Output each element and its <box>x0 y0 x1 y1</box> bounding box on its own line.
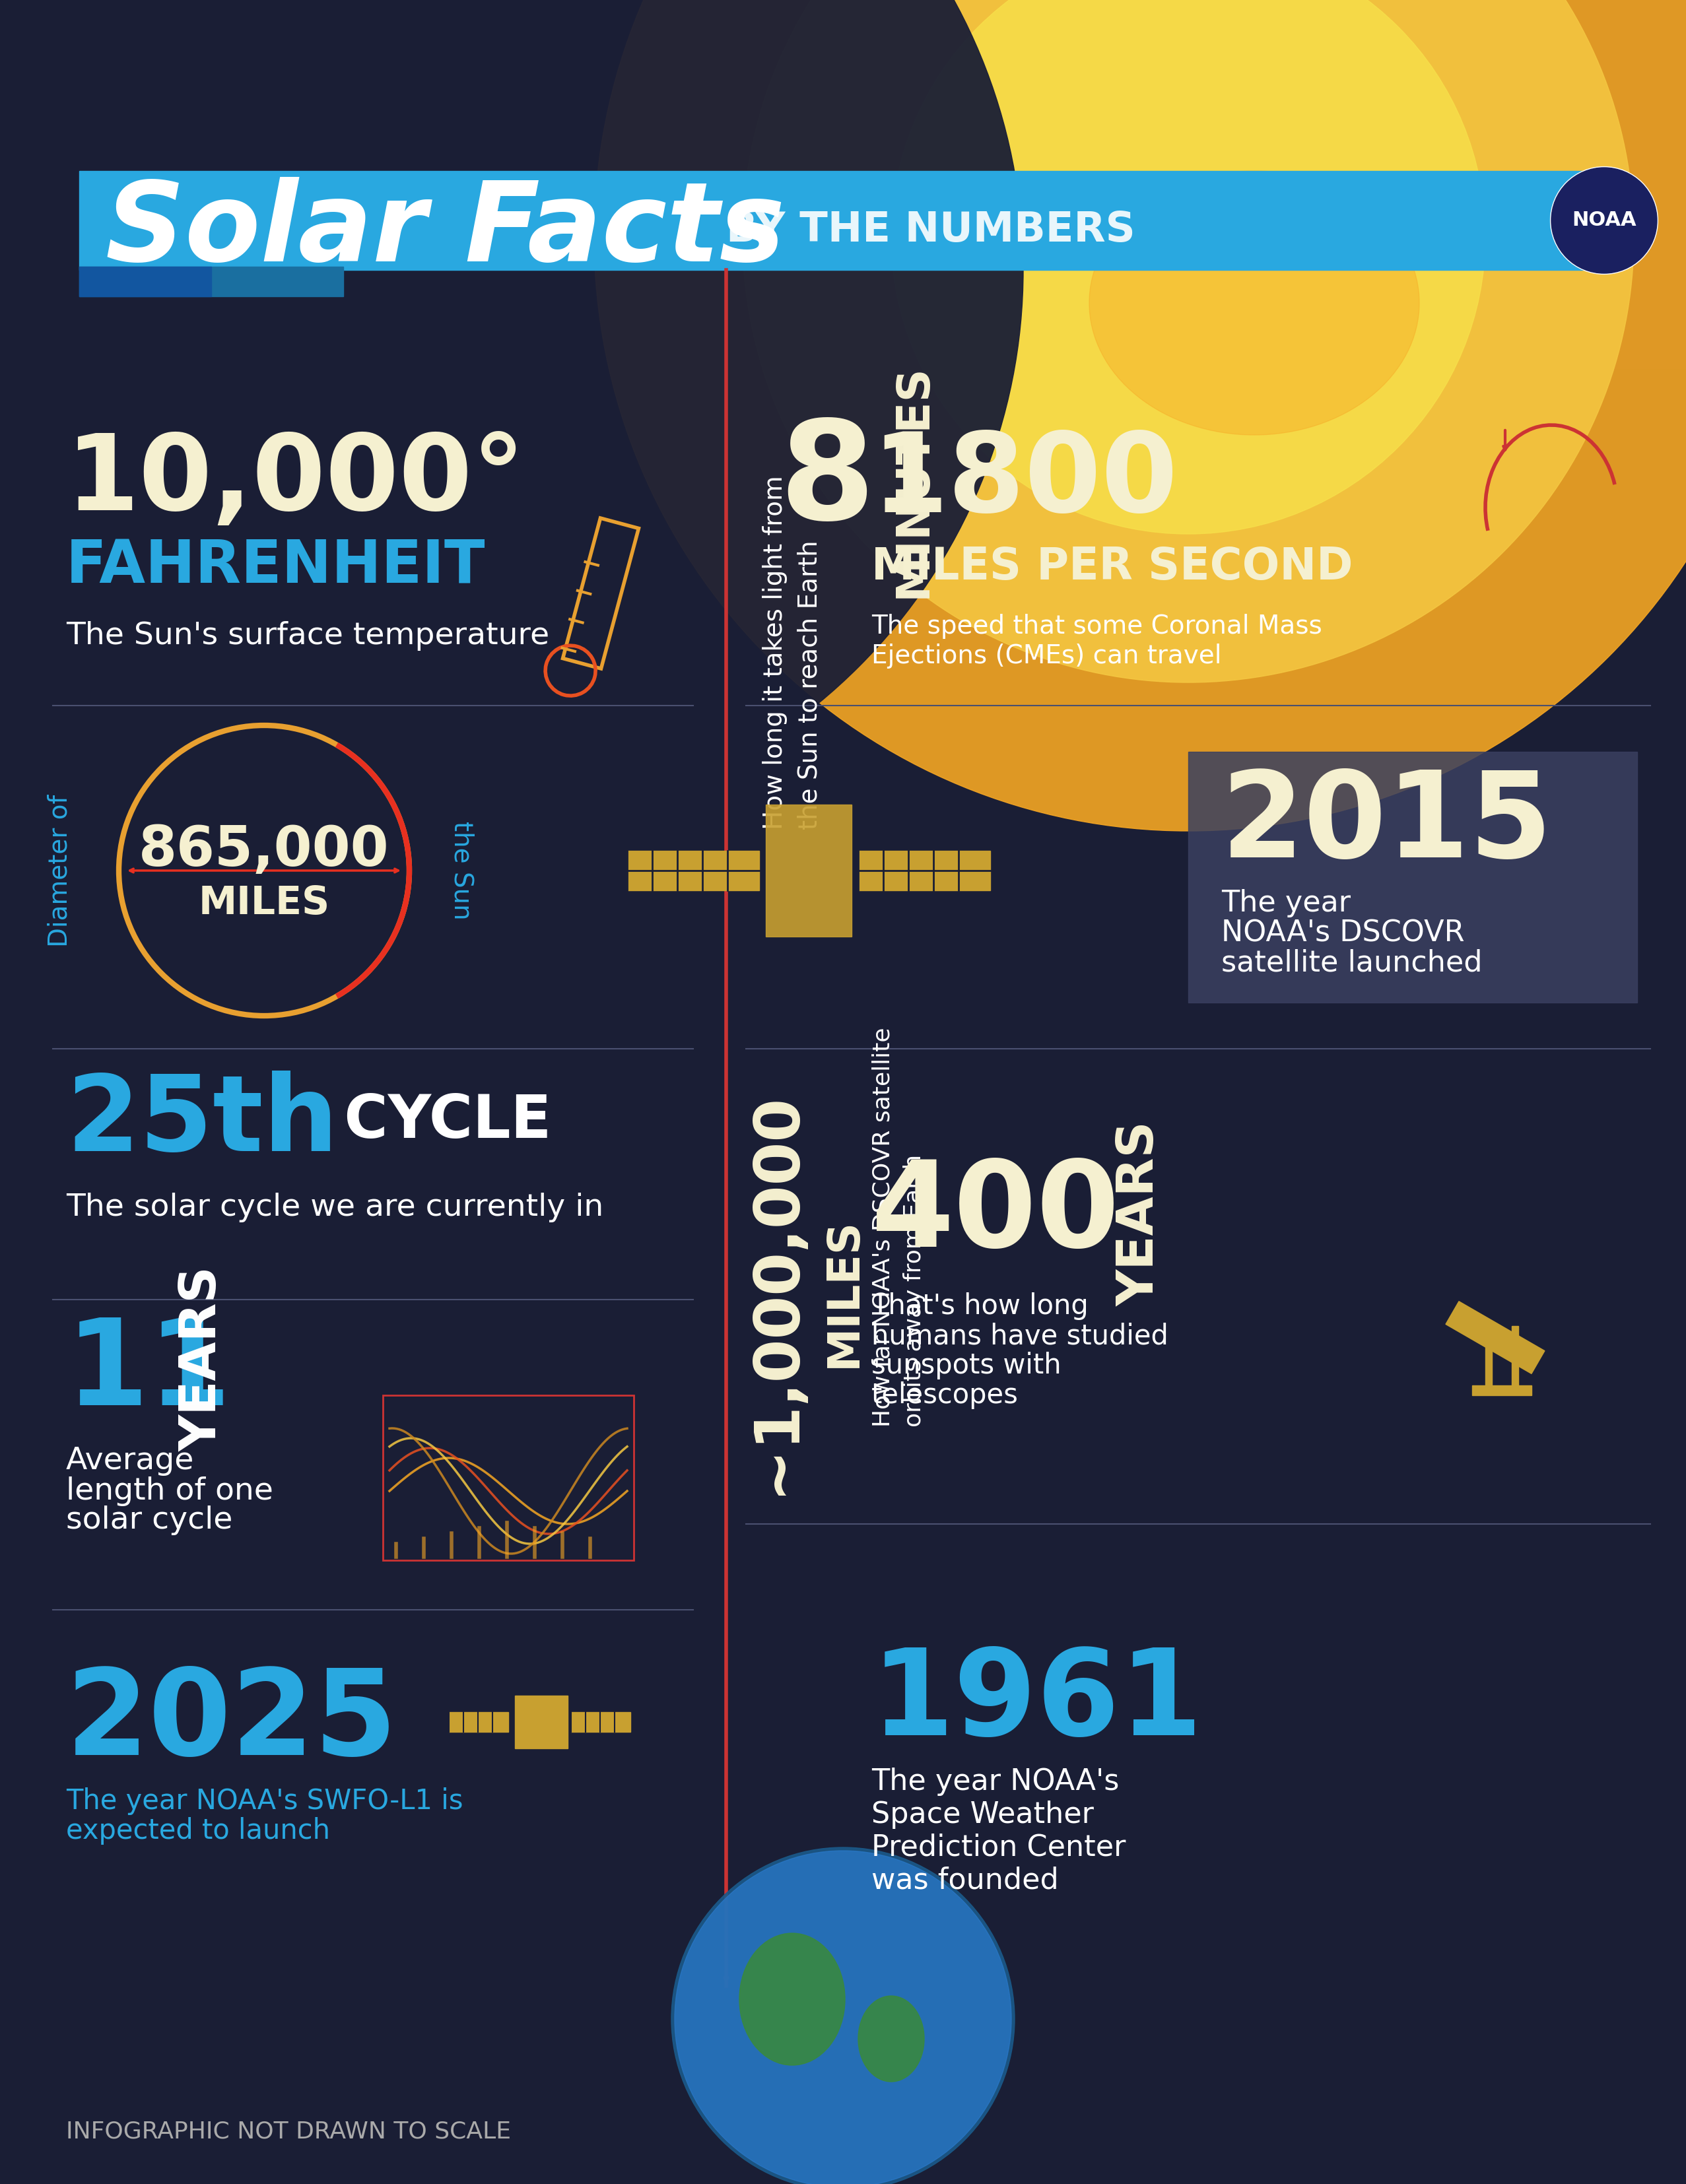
Text: 1961: 1961 <box>872 1645 1204 1760</box>
Text: The Sun's surface temperature: The Sun's surface temperature <box>66 622 550 651</box>
Bar <box>563 518 639 668</box>
Text: 400: 400 <box>872 1155 1120 1271</box>
Bar <box>79 266 211 297</box>
Text: FAHRENHEIT: FAHRENHEIT <box>66 537 486 596</box>
Text: satellite launched: satellite launched <box>1221 948 1482 976</box>
Text: was founded: was founded <box>872 1865 1059 1894</box>
Text: YEARS: YEARS <box>179 1267 228 1452</box>
Text: The year: The year <box>1221 889 1350 917</box>
Text: the Sun: the Sun <box>450 821 475 919</box>
Text: 2025: 2025 <box>66 1664 398 1780</box>
Text: How far NOAA's DSCOVR satellite
orbits away from Earth: How far NOAA's DSCOVR satellite orbits a… <box>872 1026 926 1426</box>
Bar <box>448 1712 507 1732</box>
Text: solar cycle: solar cycle <box>66 1505 233 1535</box>
Text: 11: 11 <box>66 1315 231 1431</box>
Text: The solar cycle we are currently in: The solar cycle we are currently in <box>66 1192 604 1223</box>
Text: Average: Average <box>66 1446 194 1476</box>
Text: MILES: MILES <box>199 885 330 922</box>
Bar <box>79 266 344 297</box>
Text: Ejections (CMEs) can travel: Ejections (CMEs) can travel <box>872 644 1222 668</box>
Text: 10,000°: 10,000° <box>66 430 526 533</box>
Bar <box>858 852 990 891</box>
Bar <box>1512 1326 1519 1391</box>
Text: length of one: length of one <box>66 1476 273 1505</box>
Text: NOAA's DSCOVR: NOAA's DSCOVR <box>1221 919 1465 948</box>
Bar <box>0 369 1686 2184</box>
Circle shape <box>1551 168 1657 273</box>
Text: telescopes: telescopes <box>872 1382 1018 1409</box>
Bar <box>572 1712 631 1732</box>
Text: The year NOAA's SWFO-L1 is: The year NOAA's SWFO-L1 is <box>66 1787 464 1815</box>
Ellipse shape <box>740 1933 845 2066</box>
Bar <box>1485 1326 1492 1391</box>
Bar <box>765 804 851 937</box>
Text: That's how long: That's how long <box>872 1293 1089 1319</box>
Text: NOAA: NOAA <box>1571 212 1637 229</box>
Text: humans have studied: humans have studied <box>872 1321 1168 1350</box>
Bar <box>627 852 759 891</box>
Bar <box>514 1695 568 1749</box>
Circle shape <box>742 0 1634 681</box>
Circle shape <box>671 1848 1015 2184</box>
Text: 25th: 25th <box>66 1070 339 1173</box>
Text: How long it takes light from
the Sun to reach Earth: How long it takes light from the Sun to … <box>762 476 823 830</box>
Text: Prediction Center: Prediction Center <box>872 1832 1126 1861</box>
Ellipse shape <box>858 1996 924 2081</box>
Bar <box>383 1396 634 1559</box>
Text: sunspots with: sunspots with <box>872 1352 1060 1380</box>
Text: The year NOAA's: The year NOAA's <box>872 1767 1120 1795</box>
Circle shape <box>593 0 1686 830</box>
Text: 1800: 1800 <box>872 428 1179 535</box>
Text: BY THE NUMBERS: BY THE NUMBERS <box>727 210 1135 251</box>
Text: 8: 8 <box>779 415 875 548</box>
Text: Diameter of: Diameter of <box>47 795 72 948</box>
Text: 865,000: 865,000 <box>138 823 389 878</box>
Text: expected to launch: expected to launch <box>66 1817 330 1845</box>
Bar <box>79 170 1598 271</box>
Text: ~1,000,000: ~1,000,000 <box>745 1092 806 1494</box>
Bar <box>1472 1385 1531 1396</box>
Bar <box>1189 751 1637 1002</box>
Circle shape <box>0 0 1023 830</box>
Text: INFOGRAPHIC NOT DRAWN TO SCALE: INFOGRAPHIC NOT DRAWN TO SCALE <box>66 2121 511 2143</box>
Text: Solar Facts: Solar Facts <box>106 177 786 284</box>
Text: CYCLE: CYCLE <box>324 1092 551 1151</box>
Text: MILES: MILES <box>821 1219 865 1367</box>
Text: Space Weather: Space Weather <box>872 1800 1094 1828</box>
Text: MILES PER SECOND: MILES PER SECOND <box>872 546 1352 590</box>
Text: The speed that some Coronal Mass: The speed that some Coronal Mass <box>872 614 1322 640</box>
Text: 2015: 2015 <box>1221 767 1553 882</box>
Text: MINUTES: MINUTES <box>892 365 936 598</box>
Text: YEARS: YEARS <box>1116 1120 1165 1306</box>
Bar <box>1445 1302 1544 1374</box>
Circle shape <box>674 1850 1012 2184</box>
Circle shape <box>892 0 1485 533</box>
Ellipse shape <box>1089 170 1420 435</box>
